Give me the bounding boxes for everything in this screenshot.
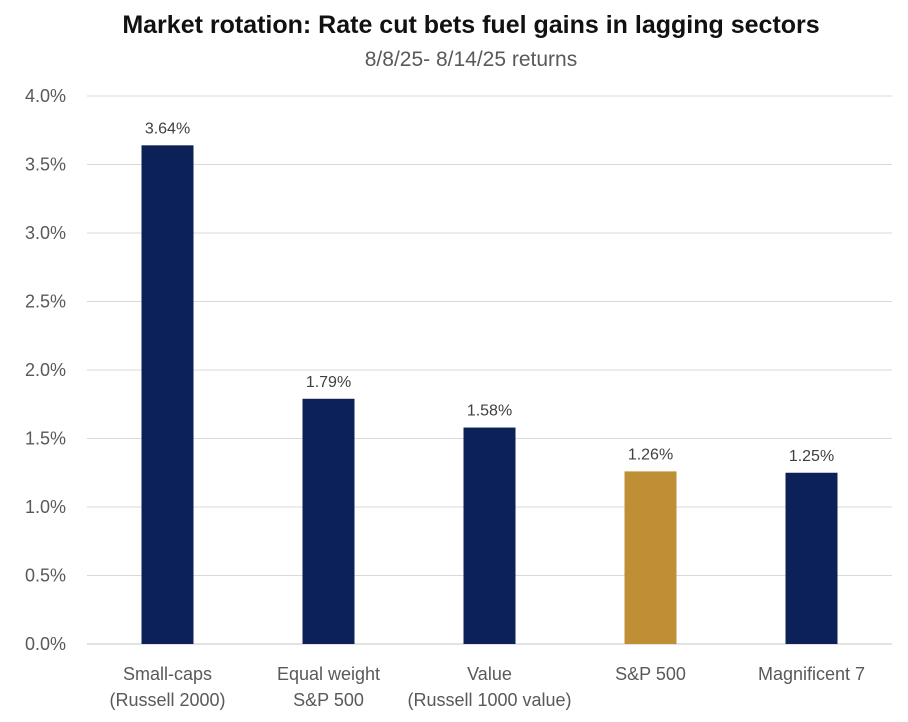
y-tick-label: 0.5% — [25, 566, 66, 586]
data-label: 1.58% — [467, 403, 512, 420]
y-tick-label: 1.0% — [25, 497, 66, 517]
category-label: Equal weight — [277, 664, 380, 684]
y-tick-label: 3.0% — [25, 223, 66, 243]
chart-title: Market rotation: Rate cut bets fuel gain… — [122, 11, 819, 39]
y-tick-label: 0.0% — [25, 634, 66, 654]
y-tick-label: 2.5% — [25, 292, 66, 312]
category-label: (Russell 2000) — [109, 690, 225, 710]
category-label: (Russell 1000 value) — [407, 690, 571, 710]
bar — [463, 427, 516, 644]
category-label: Magnificent 7 — [758, 664, 865, 684]
data-label: 1.79% — [306, 374, 351, 391]
y-tick-label: 4.0% — [25, 86, 66, 106]
category-label: Value — [467, 664, 512, 684]
y-tick-label: 2.0% — [25, 360, 66, 380]
y-tick-label: 1.5% — [25, 429, 66, 449]
data-label: 1.25% — [789, 448, 834, 465]
chart-subtitle: 8/8/25- 8/14/25 returns — [365, 48, 577, 71]
y-tick-label: 3.5% — [25, 155, 66, 175]
data-labels: 3.64% 1.79% 1.58% 1.26% 1.25% — [145, 120, 834, 464]
category-label: Small-caps — [123, 664, 212, 684]
x-axis-categories: Small-caps (Russell 2000) Equal weight S&P … — [109, 664, 865, 710]
data-label: 3.64% — [145, 120, 190, 137]
bar — [141, 145, 194, 644]
bars — [141, 145, 838, 644]
category-label: S&P 500 — [293, 690, 364, 710]
y-axis-ticks: 0.0% 0.5% 1.0% 1.5% 2.0% 2.5% 3.0% 3.5% 4.0% — [25, 86, 66, 654]
bar — [785, 472, 838, 644]
category-label: S&P 500 — [615, 664, 686, 684]
bar — [624, 471, 677, 644]
data-label: 1.26% — [628, 446, 673, 463]
bar — [302, 398, 355, 644]
